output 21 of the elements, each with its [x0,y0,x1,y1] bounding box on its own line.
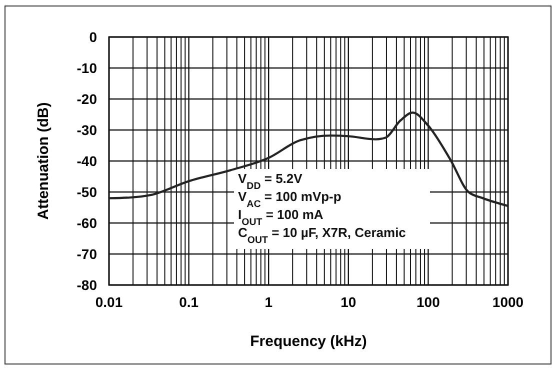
y-tick-label: -10 [76,60,98,76]
annotation: C$_{OUT}$ = 10 µF, X7R, Ceramic [238,225,406,246]
x-tick-label: 0.1 [179,294,199,310]
y-tick-label: -70 [76,246,98,262]
x-tick-label: 1000 [492,294,524,310]
x-tick-label: 1 [264,294,273,310]
annotation: V$_{AC}$ = 100 mVp-p [238,189,342,210]
y-tick-label: -50 [76,184,98,200]
y-tick-label: -80 [76,276,98,293]
y-tick-label: -30 [76,122,98,138]
y-axis-title: Attenuation (dB) [35,102,52,220]
y-tick-label: -20 [76,90,98,107]
x-tick-label: 0.01 [95,294,123,310]
x-axis-title: Frequency (kHz) [250,333,367,350]
x-tick-label: 10 [340,294,356,310]
x-tick-label: 100 [416,294,440,310]
annotation: V$_{DD}$ = 5.2V [238,171,303,192]
y-tick-label: -60 [76,214,98,231]
annotation: I$_{OUT}$ = 100 mA [238,207,324,228]
y-tick-label: 0 [89,28,98,45]
y-tick-label: -40 [76,152,98,169]
